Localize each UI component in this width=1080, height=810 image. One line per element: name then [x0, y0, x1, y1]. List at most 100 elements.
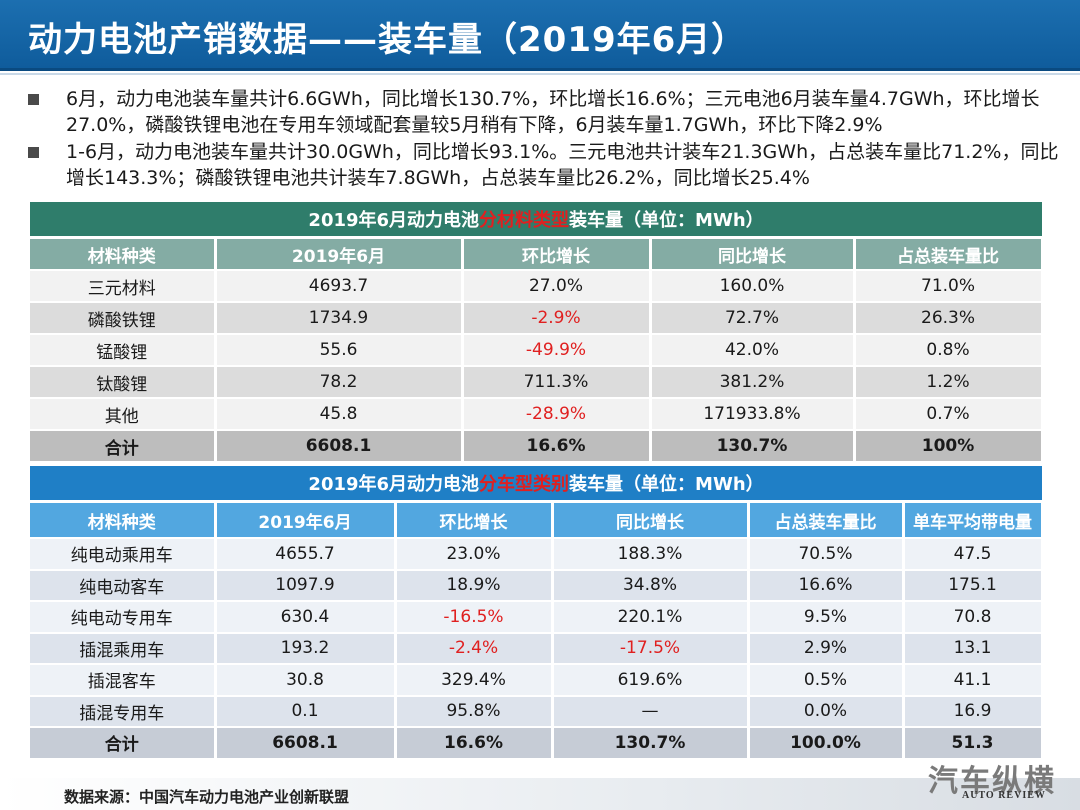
table-row: 锰酸锂 55.6 -49.9% 42.0% 0.8%: [30, 333, 1044, 366]
table-cell: —: [552, 694, 750, 727]
table-cell: 711.3%: [462, 365, 652, 398]
table-cell: -2.9%: [462, 301, 652, 334]
table2-caption: 2019年6月动力电池分车型类别装车量（单位：MWh）: [30, 466, 1043, 503]
column-header: 单车平均带电量: [903, 501, 1044, 538]
bullet-item: 6月，动力电池装车量共计6.6GWh，同比增长130.7%，环比增长16.6%；…: [28, 86, 1068, 138]
table-cell: 193.2: [215, 631, 397, 664]
table-row: 纯电动客车 1097.9 18.9% 34.8% 16.6% 175.1: [30, 568, 1044, 601]
table1-header-row: 材料种类 2019年6月 环比增长 同比增长 占总装车量比: [30, 237, 1044, 270]
logo-english-text: AUTO REVIEW: [962, 790, 1046, 801]
page-title: 动力电池产销数据——装车量（2019年6月）: [28, 20, 747, 60]
table-cell: 26.3%: [854, 301, 1044, 334]
column-header: 2019年6月: [215, 237, 464, 270]
table-cell: 30.8: [215, 663, 397, 696]
column-header: 环比增长: [395, 501, 554, 538]
table-cell: 16.6%: [748, 568, 905, 601]
table-cell: 其他: [30, 397, 217, 430]
bullet-square-icon: [28, 147, 39, 158]
caption-text: 装车量（单位：MWh）: [569, 474, 764, 495]
table-cell: 18.9%: [395, 568, 554, 601]
table-cell: 合计: [30, 726, 217, 758]
table-cell: 4655.7: [215, 537, 397, 570]
table-cell: 188.3%: [552, 537, 750, 570]
table-cell: 34.8%: [552, 568, 750, 601]
bullet-square-icon: [28, 94, 39, 105]
logo-chinese-text: 汽车纵横: [928, 764, 1056, 799]
table-row: 三元材料 4693.7 27.0% 160.0% 71.0%: [30, 269, 1044, 302]
column-header: 占总装车量比: [748, 501, 905, 538]
table-cell: 0.7%: [854, 397, 1044, 430]
material-type-table: 2019年6月动力电池分材料类型装车量（单位：MWh） 材料种类 2019年6月…: [30, 202, 1044, 461]
auto-review-logo: 汽车纵横 AUTO REVIEW: [926, 756, 1076, 806]
table-cell: 70.8: [903, 600, 1044, 633]
table-cell: 三元材料: [30, 269, 217, 302]
table-row: 插混乘用车 193.2 -2.4% -17.5% 2.9% 13.1: [30, 631, 1044, 664]
table-cell: 95.8%: [395, 694, 554, 727]
caption-text: 装车量（单位：MWh）: [569, 210, 764, 231]
table-cell: 100.0%: [748, 726, 905, 758]
table-cell: 6608.1: [215, 429, 464, 461]
table-row: 纯电动乘用车 4655.7 23.0% 188.3% 70.5% 47.5: [30, 537, 1044, 570]
table-cell: 630.4: [215, 600, 397, 633]
table-cell: 619.6%: [552, 663, 750, 696]
table-cell: 纯电动专用车: [30, 600, 217, 633]
table-cell: 锰酸锂: [30, 333, 217, 366]
table-cell: 1.2%: [854, 365, 1044, 398]
table-cell: 160.0%: [650, 269, 856, 302]
caption-highlight: 分材料类型: [479, 210, 570, 231]
table-cell: 合计: [30, 429, 217, 461]
table-total-row: 合计 6608.1 16.6% 130.7% 100%: [30, 429, 1044, 461]
caption-text: 2019年6月动力电池: [308, 474, 480, 495]
table-cell: -17.5%: [552, 631, 750, 664]
table-total-row: 合计 6608.1 16.6% 130.7% 100.0% 51.3: [30, 726, 1044, 758]
table-cell: -28.9%: [462, 397, 652, 430]
table-cell: 13.1: [903, 631, 1044, 664]
bullet-text: 6月，动力电池装车量共计6.6GWh，同比增长130.7%，环比增长16.6%；…: [66, 88, 1040, 136]
caption-highlight: 分车型类别: [479, 474, 570, 495]
table-cell: 磷酸铁锂: [30, 301, 217, 334]
table-cell: 130.7%: [650, 429, 856, 461]
table-cell: 51.3: [903, 726, 1044, 758]
table-cell: 42.0%: [650, 333, 856, 366]
table2-header-row: 材料种类 2019年6月 环比增长 同比增长 占总装车量比 单车平均带电量: [30, 501, 1044, 538]
table-cell: 纯电动客车: [30, 568, 217, 601]
column-header: 2019年6月: [215, 501, 397, 538]
table-cell: 1734.9: [215, 301, 464, 334]
table-cell: 2.9%: [748, 631, 905, 664]
table-cell: 16.6%: [462, 429, 652, 461]
table-row: 其他 45.8 -28.9% 171933.8% 0.7%: [30, 397, 1044, 430]
table-cell: 41.1: [903, 663, 1044, 696]
table-cell: 插混客车: [30, 663, 217, 696]
table-cell: 72.7%: [650, 301, 856, 334]
table-cell: 23.0%: [395, 537, 554, 570]
table-cell: 171933.8%: [650, 397, 856, 430]
column-header: 同比增长: [650, 237, 856, 270]
table-cell: 130.7%: [552, 726, 750, 758]
caption-text: 2019年6月动力电池: [308, 210, 480, 231]
column-header: 材料种类: [30, 501, 217, 538]
source-text: 数据来源：中国汽车动力电池产业创新联盟: [64, 788, 350, 806]
table-cell: 0.8%: [854, 333, 1044, 366]
table-cell: 4693.7: [215, 269, 464, 302]
table-cell: 47.5: [903, 537, 1044, 570]
table-cell: 1097.9: [215, 568, 397, 601]
column-header: 占总装车量比: [854, 237, 1044, 270]
source-bar: 数据来源：中国汽车动力电池产业创新联盟: [0, 778, 1080, 810]
table-cell: -2.4%: [395, 631, 554, 664]
table-cell: 220.1%: [552, 600, 750, 633]
table-cell: 6608.1: [215, 726, 397, 758]
table-cell: 0.0%: [748, 694, 905, 727]
column-header: 材料种类: [30, 237, 217, 270]
table-cell: 45.8: [215, 397, 464, 430]
table-row: 纯电动专用车 630.4 -16.5% 220.1% 9.5% 70.8: [30, 600, 1044, 633]
table-cell: 0.5%: [748, 663, 905, 696]
table-cell: 55.6: [215, 333, 464, 366]
title-divider: [0, 73, 1080, 75]
table-row: 钛酸锂 78.2 711.3% 381.2% 1.2%: [30, 365, 1044, 398]
table-row: 插混专用车 0.1 95.8% — 0.0% 16.9: [30, 694, 1044, 727]
table-cell: -16.5%: [395, 600, 554, 633]
table-cell: -49.9%: [462, 333, 652, 366]
table-row: 磷酸铁锂 1734.9 -2.9% 72.7% 26.3%: [30, 301, 1044, 334]
table-cell: 纯电动乘用车: [30, 537, 217, 570]
table-cell: 70.5%: [748, 537, 905, 570]
